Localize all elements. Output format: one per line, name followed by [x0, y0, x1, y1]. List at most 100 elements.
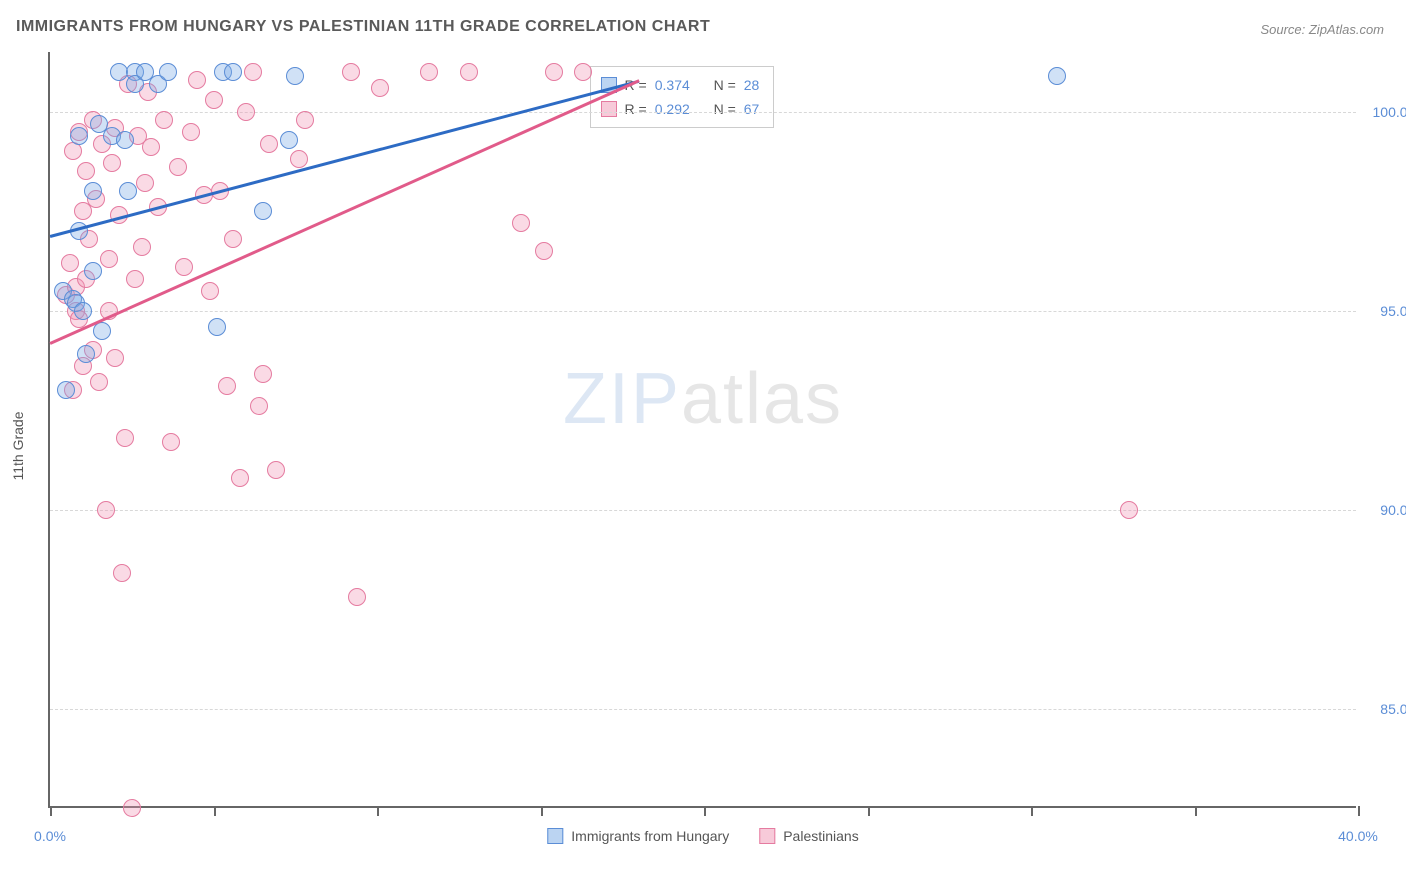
stats-row-palestinians: R = 0.292 N = 67: [601, 97, 760, 121]
scatter-point: [103, 154, 121, 172]
scatter-point: [342, 63, 360, 81]
scatter-point: [84, 182, 102, 200]
scatter-point: [116, 131, 134, 149]
y-tick-label: 95.0%: [1364, 303, 1406, 319]
gridline: [50, 311, 1356, 312]
x-tick: [377, 806, 379, 816]
scatter-point: [119, 182, 137, 200]
scatter-point: [175, 258, 193, 276]
scatter-point: [61, 254, 79, 272]
scatter-point: [224, 63, 242, 81]
scatter-point: [57, 381, 75, 399]
swatch-pink-icon: [759, 828, 775, 844]
scatter-point: [286, 67, 304, 85]
scatter-point: [208, 318, 226, 336]
watermark: ZIPatlas: [563, 358, 843, 440]
scatter-point: [74, 302, 92, 320]
scatter-point: [420, 63, 438, 81]
y-tick-label: 100.0%: [1364, 104, 1406, 120]
watermark-atlas: atlas: [681, 359, 843, 439]
scatter-point: [70, 127, 88, 145]
scatter-point: [244, 63, 262, 81]
scatter-point: [574, 63, 592, 81]
scatter-point: [460, 63, 478, 81]
scatter-point: [254, 365, 272, 383]
scatter-point: [201, 282, 219, 300]
scatter-point: [136, 174, 154, 192]
n-value-palestinians: 67: [744, 97, 760, 121]
scatter-point: [77, 162, 95, 180]
scatter-point: [77, 345, 95, 363]
x-tick: [704, 806, 706, 816]
scatter-point: [182, 123, 200, 141]
bottom-legend: Immigrants from Hungary Palestinians: [547, 828, 858, 844]
x-tick-label: 40.0%: [1338, 828, 1378, 844]
r-value-hungary: 0.374: [655, 73, 690, 97]
x-tick: [214, 806, 216, 816]
scatter-point: [113, 564, 131, 582]
scatter-point: [133, 238, 151, 256]
scatter-point: [162, 433, 180, 451]
n-label: N =: [714, 97, 736, 121]
scatter-point: [512, 214, 530, 232]
n-value-hungary: 28: [744, 73, 760, 97]
scatter-point: [110, 63, 128, 81]
scatter-point: [231, 469, 249, 487]
legend-item-hungary: Immigrants from Hungary: [547, 828, 729, 844]
scatter-point: [169, 158, 187, 176]
scatter-point: [205, 91, 223, 109]
swatch-blue-icon: [547, 828, 563, 844]
scatter-point: [267, 461, 285, 479]
scatter-point: [126, 270, 144, 288]
scatter-point: [159, 63, 177, 81]
scatter-point: [371, 79, 389, 97]
gridline: [50, 709, 1356, 710]
x-tick: [1358, 806, 1360, 816]
gridline: [50, 510, 1356, 511]
r-label: R =: [625, 97, 647, 121]
x-tick: [1031, 806, 1033, 816]
scatter-point: [545, 63, 563, 81]
scatter-point: [116, 429, 134, 447]
source-attribution: Source: ZipAtlas.com: [1260, 22, 1384, 37]
legend-item-palestinians: Palestinians: [759, 828, 859, 844]
scatter-point: [100, 250, 118, 268]
scatter-point: [123, 799, 141, 817]
n-label: N =: [714, 73, 736, 97]
scatter-point: [142, 138, 160, 156]
watermark-zip: ZIP: [563, 359, 681, 439]
scatter-point: [535, 242, 553, 260]
scatter-point: [260, 135, 278, 153]
scatter-point: [280, 131, 298, 149]
scatter-point: [90, 373, 108, 391]
x-tick: [868, 806, 870, 816]
r-value-palestinians: 0.292: [655, 97, 690, 121]
scatter-point: [296, 111, 314, 129]
scatter-point: [155, 111, 173, 129]
scatter-point: [93, 322, 111, 340]
scatter-point: [218, 377, 236, 395]
y-axis-label: 11th Grade: [10, 411, 26, 480]
y-tick-label: 85.0%: [1364, 701, 1406, 717]
x-tick: [1195, 806, 1197, 816]
trend-line: [50, 80, 639, 238]
x-tick: [50, 806, 52, 816]
scatter-point: [290, 150, 308, 168]
scatter-point: [106, 349, 124, 367]
x-tick-label: 0.0%: [34, 828, 66, 844]
scatter-point: [224, 230, 242, 248]
scatter-point: [250, 397, 268, 415]
scatter-point: [1120, 501, 1138, 519]
scatter-point: [237, 103, 255, 121]
chart-title: IMMIGRANTS FROM HUNGARY VS PALESTINIAN 1…: [16, 18, 710, 36]
scatter-point: [64, 142, 82, 160]
scatter-point: [188, 71, 206, 89]
scatter-point: [254, 202, 272, 220]
scatter-plot: ZIPatlas R = 0.374 N = 28 R = 0.292 N = …: [48, 52, 1356, 808]
scatter-point: [348, 588, 366, 606]
scatter-point: [1048, 67, 1066, 85]
x-tick: [541, 806, 543, 816]
swatch-pink-icon: [601, 101, 617, 117]
legend-label: Palestinians: [783, 828, 859, 844]
scatter-point: [84, 262, 102, 280]
